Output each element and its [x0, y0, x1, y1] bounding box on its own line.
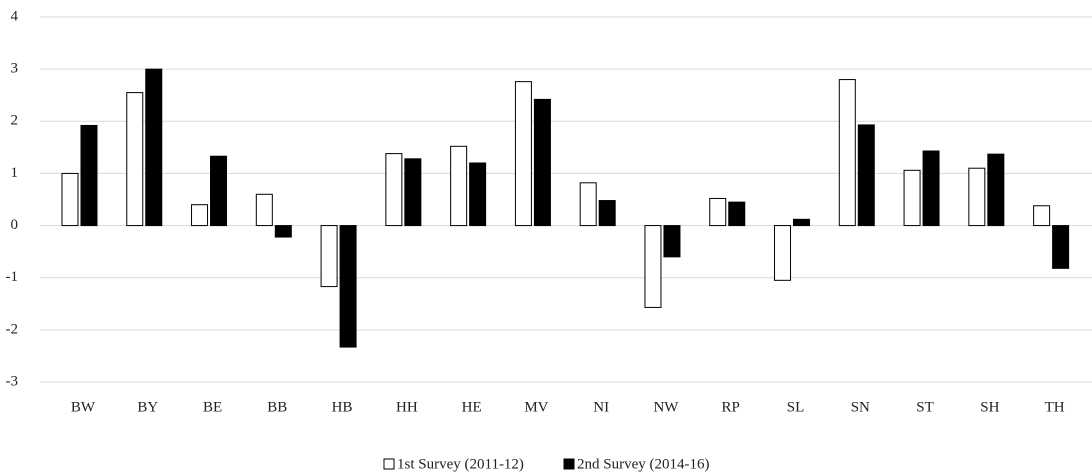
bar: [533, 98, 551, 227]
bar: [191, 204, 209, 227]
legend-label: 2nd Survey (2014-16): [577, 456, 709, 472]
y-tick-label: 4: [11, 8, 19, 24]
x-tick-label: HE: [462, 399, 482, 415]
bar: [61, 172, 79, 227]
bar: [80, 124, 98, 227]
bar: [579, 182, 597, 227]
bar: [774, 225, 792, 281]
x-tick-label: TH: [1045, 399, 1065, 415]
bar: [514, 81, 532, 227]
bar: [709, 197, 727, 227]
y-tick-label: 0: [11, 217, 19, 233]
legend-swatch: [383, 458, 395, 470]
bar: [663, 225, 681, 258]
x-tick-label: NW: [653, 399, 679, 415]
legend-swatch: [563, 458, 575, 470]
y-tick-label: 1: [11, 165, 19, 181]
bar: [922, 150, 940, 227]
bar: [255, 193, 273, 227]
bar: [274, 225, 292, 238]
bar: [126, 92, 144, 227]
legend-label: 1st Survey (2011-12): [397, 456, 524, 472]
x-tick-label: BE: [203, 399, 222, 415]
x-tick-label: SN: [851, 399, 870, 415]
bar: [339, 225, 357, 348]
bar: [145, 68, 163, 227]
bar: [404, 158, 422, 227]
x-tick-label: BY: [137, 399, 158, 415]
x-tick-label: SH: [980, 399, 999, 415]
y-tick-label: -3: [6, 373, 19, 389]
y-tick-label: 2: [11, 113, 19, 129]
bar: [598, 200, 616, 227]
bar: [1033, 205, 1051, 227]
bar: [1052, 225, 1070, 269]
bar: [450, 145, 468, 227]
bar: [987, 153, 1005, 227]
bar: [644, 225, 662, 308]
bar: [903, 169, 921, 227]
bar: [838, 79, 856, 227]
bar: [857, 124, 875, 227]
x-tick-label: RP: [722, 399, 740, 415]
x-tick-label: MV: [524, 399, 548, 415]
bar: [210, 155, 228, 227]
x-tick-label: ST: [916, 399, 934, 415]
x-tick-label: SL: [787, 399, 805, 415]
bar: [968, 167, 986, 227]
bar: [793, 218, 811, 227]
bar: [385, 153, 403, 227]
x-tick-label: HB: [332, 399, 353, 415]
y-tick-label: 3: [11, 61, 19, 77]
y-tick-label: -2: [6, 321, 19, 337]
y-tick-label: -1: [6, 269, 19, 285]
x-tick-label: HH: [396, 399, 418, 415]
bar: [728, 201, 746, 227]
x-tick-label: BW: [71, 399, 96, 415]
bar: [320, 225, 338, 288]
x-tick-label: NI: [593, 399, 609, 415]
x-tick-label: BB: [267, 399, 287, 415]
bar: [469, 162, 487, 227]
